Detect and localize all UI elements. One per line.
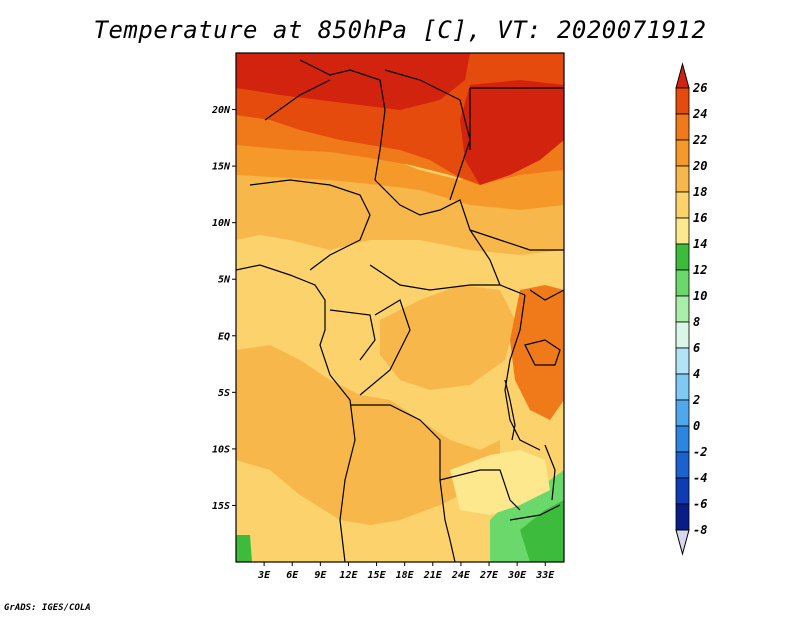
border-sahara-1 <box>299 59 386 181</box>
lon-tick-label: 30E <box>507 570 527 581</box>
lat-tick-label: 5N <box>218 275 231 286</box>
border-congo <box>359 299 411 396</box>
lat-tick-label: 10S <box>212 444 230 455</box>
colorbar-segment <box>675 503 690 531</box>
colorbar-segment <box>675 139 690 167</box>
lat-tick-label: 5S <box>218 388 230 399</box>
map-frame <box>235 52 565 563</box>
colorbar-segment <box>675 191 690 219</box>
border-chad-car <box>374 179 501 286</box>
lon-tick-label: 21E <box>423 570 443 581</box>
field-green-sw <box>236 535 252 562</box>
colorbar-segment <box>675 321 690 349</box>
field-band-18-congo <box>380 285 515 390</box>
colorbar-label: 8 <box>693 315 700 329</box>
lon-tick-label: 33E <box>535 570 555 581</box>
field-band-20 <box>236 140 564 210</box>
colorbar-label: -6 <box>693 497 707 511</box>
border-car-drc <box>369 264 526 296</box>
colorbar-segment <box>675 217 690 245</box>
chart-title: Temperature at 850hPa [C], VT: 202007191… <box>93 16 707 44</box>
lat-tick-label: EQ <box>218 331 230 342</box>
colorbar-segment <box>675 425 690 453</box>
field-band-18-south <box>236 345 500 525</box>
colorbar-label: -2 <box>693 445 707 459</box>
border-mozambique <box>509 504 561 521</box>
field-east-warm <box>510 285 564 420</box>
longitude-axis: 3E 6E 9E 12E 15E 18E 21E 24E 27E 30E 33E <box>257 562 555 581</box>
colorbar-bottom-arrow <box>675 529 690 556</box>
lon-tick-label: 12E <box>339 570 358 581</box>
colorbar-label: 24 <box>692 107 707 121</box>
border-drc-east <box>504 294 541 451</box>
field-band-26a <box>236 53 470 110</box>
colorbar-segment <box>675 113 690 141</box>
coastline-west <box>236 264 356 562</box>
lon-tick-label: 9E <box>314 570 327 581</box>
lon-tick-label: 18E <box>396 570 415 581</box>
lon-tick-label: 3E <box>257 570 271 581</box>
border-nigeria <box>249 179 371 271</box>
colorbar-segment <box>675 477 690 505</box>
colorbar-label: 14 <box>693 237 707 251</box>
border-zambia <box>439 469 521 511</box>
lon-tick-label: 6E <box>286 570 299 581</box>
colorbar-segment <box>675 373 690 401</box>
colorbar-label: 12 <box>693 263 707 277</box>
colorbar-label: 4 <box>693 367 700 381</box>
temperature-field <box>236 53 564 562</box>
lat-tick-label: 10N <box>212 218 231 229</box>
lon-tick-label: 15E <box>368 570 387 581</box>
field-band-14 <box>450 450 550 515</box>
colorbar-segment <box>675 243 690 271</box>
colorbar-segment <box>675 347 690 375</box>
colorbar-segment <box>675 269 690 297</box>
colorbar-label: 26 <box>692 81 707 95</box>
colorbar-label: -4 <box>693 471 707 485</box>
border-gabon <box>329 309 376 361</box>
colorbar-label: 16 <box>693 211 707 225</box>
lon-tick-label: 27E <box>479 570 499 581</box>
field-band-26b <box>460 80 564 185</box>
colorbar-label: 0 <box>693 419 700 433</box>
colorbar-segment <box>675 87 690 115</box>
lat-tick-label: 20N <box>211 105 231 116</box>
lon-tick-label: 24E <box>451 570 471 581</box>
colorbar-label: 6 <box>693 341 700 355</box>
colorbar-label: 2 <box>692 393 700 407</box>
colorbar-label: 10 <box>693 289 707 303</box>
colorbar-segment <box>675 165 690 193</box>
colorbar-segment <box>675 451 690 479</box>
field-band-18-north <box>236 165 564 255</box>
border-kenya-uganda <box>529 289 564 301</box>
lake-tanganyika <box>504 379 516 441</box>
field-green-se-dark <box>520 500 564 562</box>
border-sahara-2 <box>264 79 331 121</box>
border-angola <box>350 404 456 562</box>
credit-text: GrADS: IGES/COLA <box>4 603 91 613</box>
colorbar-label: 20 <box>692 159 707 173</box>
colorbar-segment <box>675 295 690 323</box>
colorbar-top-arrow <box>675 62 690 89</box>
latitude-axis: 20N 15N 10N 5N EQ 5S 10S 15S <box>211 105 236 512</box>
border-sahara-3 <box>384 69 471 201</box>
lake-malawi <box>544 444 556 501</box>
colorbar-label: 22 <box>692 133 707 147</box>
lat-tick-label: 15S <box>212 501 230 512</box>
colorbar-segment <box>675 399 690 427</box>
colorbar-label: -8 <box>693 523 707 537</box>
lake-victoria <box>524 339 561 366</box>
border-sudan-south <box>469 229 564 251</box>
colorbar-label: 18 <box>693 185 707 199</box>
country-borders <box>236 59 564 562</box>
lat-tick-label: 15N <box>212 162 231 173</box>
